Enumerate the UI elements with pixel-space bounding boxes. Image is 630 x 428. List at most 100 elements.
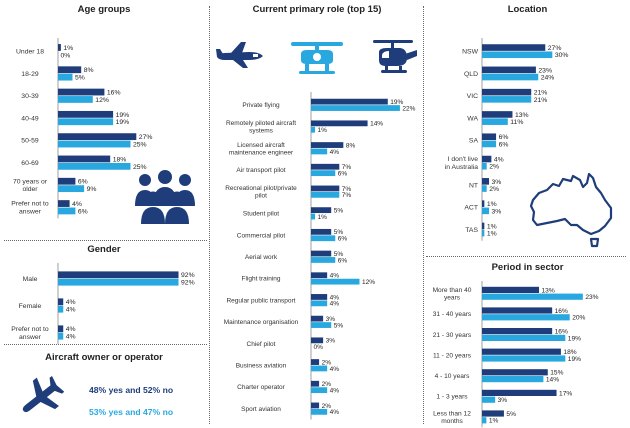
bar-series-1: [311, 163, 340, 170]
bar-series-2: [58, 96, 93, 103]
data-label: 5%: [506, 411, 516, 418]
bar-series-1: [58, 200, 70, 207]
data-label: 12%: [95, 97, 109, 104]
bar-series-2: [482, 334, 566, 341]
bar-series-2: [311, 278, 360, 285]
bar-series-1: [482, 133, 497, 141]
data-label: 17%: [559, 390, 572, 397]
category-label: NT: [469, 182, 478, 189]
data-label: 23%: [538, 67, 552, 74]
data-label: 1%: [487, 231, 497, 238]
category-label: SA: [469, 138, 479, 145]
data-label: 2%: [489, 186, 499, 193]
category-label: Sport aviation: [241, 406, 281, 413]
bar-series-1: [311, 185, 340, 192]
age-groups-panel: Age groups Under 18 1% 0% 18-29 8% 5% 30-39 16%…: [0, 0, 208, 238]
data-label: 1%: [487, 223, 497, 230]
airplane-icon: [22, 376, 64, 413]
bar-series-2: [58, 207, 76, 215]
bar-series-2: [311, 322, 332, 328]
category-label: I don't live in Australia: [445, 156, 478, 171]
category-label: Under 18: [16, 49, 44, 56]
data-label: 27%: [139, 134, 153, 141]
category-label: Aerial work: [245, 254, 278, 261]
divider: [4, 344, 207, 345]
owner-stat-line-1: 48% yes and 52% no: [89, 385, 174, 395]
data-label: 6%: [78, 208, 88, 215]
bar-series-1: [482, 410, 504, 417]
divider: [426, 256, 626, 257]
bar-series-2: [482, 162, 487, 170]
bar-series-2: [311, 170, 336, 177]
data-label: 20%: [572, 315, 585, 322]
data-label: 15%: [550, 370, 563, 377]
category-label: Chief pilot: [247, 341, 276, 348]
data-label: 2%: [322, 381, 332, 388]
data-label: 1%: [487, 201, 497, 208]
category-label: Air transport pilot: [236, 167, 285, 174]
category-label: Female: [19, 303, 42, 310]
bar-series-2: [58, 332, 64, 340]
data-label: 7%: [342, 192, 352, 199]
bar-series-1: [482, 369, 548, 376]
data-label: 18%: [113, 156, 127, 163]
data-label: 16%: [107, 89, 121, 96]
bar-series-2: [58, 278, 179, 286]
data-label: 19%: [568, 335, 581, 342]
data-label: 19%: [116, 119, 130, 126]
category-label: Student pilot: [243, 211, 279, 218]
bar-series-2: [58, 140, 131, 148]
bar-series-1: [482, 200, 485, 207]
data-label: 1%: [63, 45, 73, 52]
bar-series-1: [482, 222, 485, 230]
data-label: 6%: [499, 141, 509, 148]
category-label: More than 40 years: [433, 287, 472, 302]
australia-map-icon: [529, 172, 613, 248]
data-label: 12%: [362, 279, 375, 286]
data-label: 22%: [402, 105, 415, 112]
data-label: 11%: [510, 119, 523, 126]
bar-series-1: [58, 66, 82, 74]
bar-series-1: [482, 155, 492, 163]
category-label: WA: [467, 115, 478, 122]
bar-series-1: [311, 142, 344, 148]
location-chart: NSW 27%30% QLD 23%24% VIC 21%21% WA 13%11% SA 6%6…: [445, 38, 568, 241]
data-label: 0%: [61, 52, 71, 59]
bar-series-2: [482, 96, 532, 103]
bar-series-2: [482, 355, 566, 362]
data-label: 3%: [326, 316, 336, 323]
data-label: 2%: [322, 359, 332, 366]
category-label: 31 - 40 years: [433, 311, 472, 318]
location-panel: Location NSW 27% 30% QLD 23% 24% VIC 21% 21% WA 13…: [425, 0, 630, 254]
helicopter-icon: [373, 40, 417, 73]
category-label: ACT: [464, 205, 478, 212]
data-label: 3%: [492, 208, 502, 215]
primary-role-chart: Private flying 19%22% Remotely piloted air…: [224, 92, 416, 420]
bar-series-2: [311, 148, 328, 155]
bar-series-2: [58, 162, 131, 170]
data-label: 14%: [546, 376, 559, 383]
category-label: Prefer not to answer: [11, 326, 49, 341]
bar-series-2: [482, 185, 487, 192]
data-label: 4%: [330, 301, 340, 308]
bar-series-1: [58, 271, 179, 279]
data-label: 4%: [72, 201, 82, 208]
data-label: 23%: [585, 294, 598, 301]
small-plane-icon: [216, 42, 263, 68]
bar-series-1: [482, 111, 513, 118]
divider: [423, 6, 424, 424]
bar-series-1: [482, 178, 490, 185]
data-label: 8%: [84, 67, 94, 74]
bar-series-1: [58, 133, 137, 141]
data-label: 5%: [334, 207, 344, 214]
panel-title: Aircraft owner or operator: [45, 352, 163, 363]
data-label: 4%: [330, 387, 340, 394]
aircraft-owner-panel: Aircraft owner or operator 48% yes and 5…: [0, 344, 208, 428]
data-label: 1%: [318, 214, 328, 221]
data-label: 27%: [548, 45, 562, 52]
bar-series-1: [482, 307, 553, 314]
bar-series-1: [311, 337, 324, 344]
data-label: 1%: [318, 127, 328, 134]
bar-series-2: [482, 73, 539, 81]
bar-series-2: [482, 207, 490, 215]
